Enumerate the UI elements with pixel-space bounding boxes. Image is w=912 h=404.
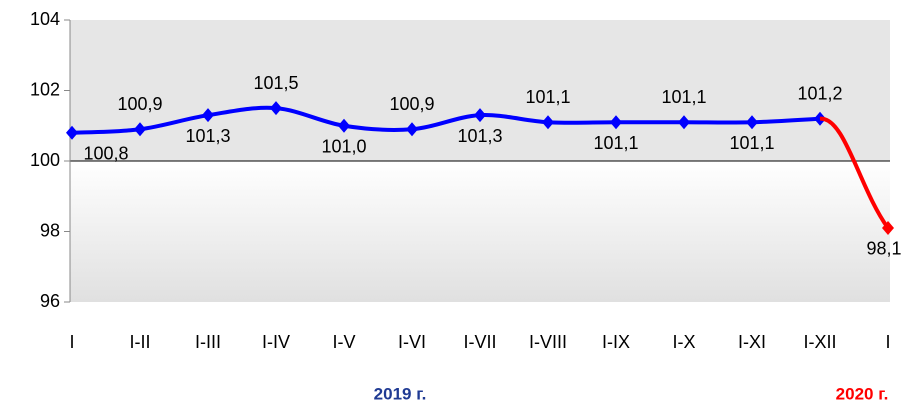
marker <box>406 122 418 137</box>
x-tick-label: I-IV <box>262 332 290 352</box>
marker <box>270 101 282 116</box>
x-tick-label: I-VIII <box>529 332 567 352</box>
data-label: 101,1 <box>593 133 638 153</box>
data-label: 101,0 <box>321 137 366 157</box>
x-tick-label: I-III <box>195 332 221 352</box>
data-label: 100,9 <box>389 94 434 114</box>
y-tick-label: 100 <box>30 150 60 170</box>
y-tick-label: 104 <box>30 9 60 29</box>
data-label: 100,9 <box>117 94 162 114</box>
marker <box>882 220 894 235</box>
x-tick-label: I-IX <box>602 332 630 352</box>
x-tick-label: I-VII <box>463 332 496 352</box>
x-tick-label: I-XI <box>738 332 766 352</box>
marker <box>746 115 758 130</box>
plot-lower <box>70 161 890 302</box>
marker <box>610 115 622 130</box>
y-tick-label: 98 <box>40 220 60 240</box>
marker <box>338 118 350 133</box>
marker <box>474 108 486 123</box>
data-label: 101,5 <box>253 73 298 93</box>
legend-label: 2019 г. <box>374 384 427 403</box>
series-line <box>71 105 821 135</box>
data-label: 101,1 <box>525 87 570 107</box>
plot-upper <box>70 20 890 161</box>
data-label: 101,3 <box>457 126 502 146</box>
marker <box>678 115 690 130</box>
marker <box>134 122 146 137</box>
data-label: 101,2 <box>797 83 842 103</box>
marker <box>66 125 78 140</box>
x-tick-label: I-II <box>130 332 151 352</box>
data-label: 98,1 <box>866 239 901 259</box>
data-label: 101,1 <box>661 87 706 107</box>
x-tick-label: I-X <box>672 332 695 352</box>
x-tick-label: I <box>69 332 74 352</box>
x-tick-label: I <box>885 332 890 352</box>
connector-line <box>819 116 890 230</box>
legend-label: 2020 г. <box>836 384 889 403</box>
x-tick-label: I-VI <box>398 332 426 352</box>
y-tick-label: 96 <box>40 291 60 311</box>
y-tick-label: 102 <box>30 79 60 99</box>
marker <box>542 115 554 130</box>
data-label: 101,1 <box>729 133 774 153</box>
data-label: 100,8 <box>83 144 128 164</box>
data-label: 101,3 <box>185 126 230 146</box>
x-tick-label: I-XII <box>803 332 836 352</box>
x-tick-label: I-V <box>332 332 355 352</box>
marker <box>202 108 214 123</box>
